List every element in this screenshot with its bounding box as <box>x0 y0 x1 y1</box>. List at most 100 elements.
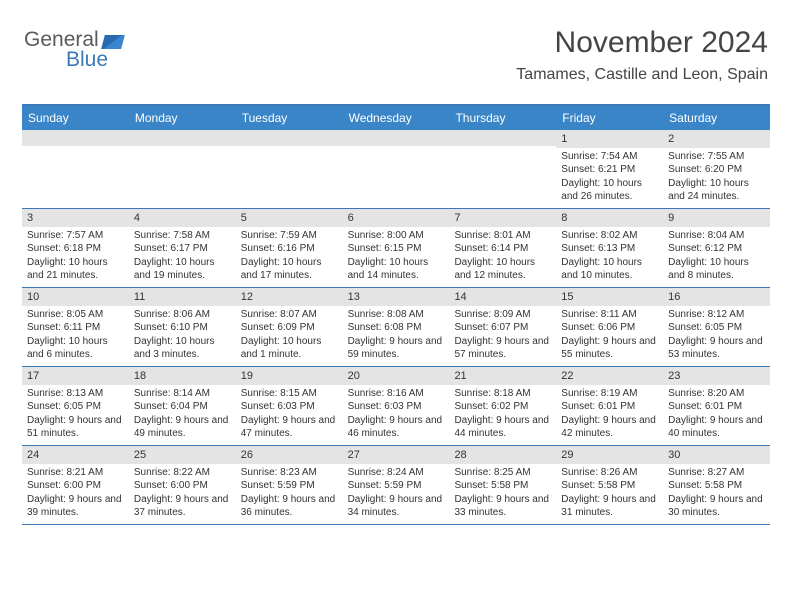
day-number: 21 <box>449 367 556 385</box>
sunrise-text: Sunrise: 8:01 AM <box>454 229 551 243</box>
day-cell: 29Sunrise: 8:26 AMSunset: 5:58 PMDayligh… <box>556 446 663 524</box>
sunset-text: Sunset: 6:09 PM <box>241 321 338 335</box>
sunrise-text: Sunrise: 8:13 AM <box>27 387 124 401</box>
week-row: 17Sunrise: 8:13 AMSunset: 6:05 PMDayligh… <box>22 367 770 446</box>
day-cell: 3Sunrise: 7:57 AMSunset: 6:18 PMDaylight… <box>22 209 129 287</box>
daylight-text: Daylight: 9 hours and 57 minutes. <box>454 335 551 362</box>
day-details: Sunrise: 8:04 AMSunset: 6:12 PMDaylight:… <box>663 227 770 287</box>
sunrise-text: Sunrise: 8:14 AM <box>134 387 231 401</box>
sunrise-text: Sunrise: 8:20 AM <box>668 387 765 401</box>
daylight-text: Daylight: 9 hours and 51 minutes. <box>27 414 124 441</box>
sunrise-text: Sunrise: 8:22 AM <box>134 466 231 480</box>
day-details: Sunrise: 8:05 AMSunset: 6:11 PMDaylight:… <box>22 306 129 366</box>
sunset-text: Sunset: 6:04 PM <box>134 400 231 414</box>
sunrise-text: Sunrise: 8:18 AM <box>454 387 551 401</box>
sunrise-text: Sunrise: 8:00 AM <box>348 229 445 243</box>
sunrise-text: Sunrise: 8:05 AM <box>27 308 124 322</box>
sunrise-text: Sunrise: 7:54 AM <box>561 150 658 164</box>
brand-logo: General Blue <box>24 28 123 72</box>
daylight-text: Daylight: 9 hours and 44 minutes. <box>454 414 551 441</box>
sunrise-text: Sunrise: 8:15 AM <box>241 387 338 401</box>
day-details: Sunrise: 8:02 AMSunset: 6:13 PMDaylight:… <box>556 227 663 287</box>
day-cell: 2Sunrise: 7:55 AMSunset: 6:20 PMDaylight… <box>663 130 770 208</box>
daylight-text: Daylight: 10 hours and 26 minutes. <box>561 177 658 204</box>
day-number: 28 <box>449 446 556 464</box>
sunrise-text: Sunrise: 8:19 AM <box>561 387 658 401</box>
day-number: 25 <box>129 446 236 464</box>
day-number: 26 <box>236 446 343 464</box>
day-details: Sunrise: 8:00 AMSunset: 6:15 PMDaylight:… <box>343 227 450 287</box>
day-number: 10 <box>22 288 129 306</box>
sunset-text: Sunset: 6:01 PM <box>668 400 765 414</box>
sunrise-text: Sunrise: 7:58 AM <box>134 229 231 243</box>
sunset-text: Sunset: 6:16 PM <box>241 242 338 256</box>
location: Tamames, Castille and Leon, Spain <box>516 66 768 84</box>
day-cell: 23Sunrise: 8:20 AMSunset: 6:01 PMDayligh… <box>663 367 770 445</box>
day-cell: 14Sunrise: 8:09 AMSunset: 6:07 PMDayligh… <box>449 288 556 366</box>
day-cell: 4Sunrise: 7:58 AMSunset: 6:17 PMDaylight… <box>129 209 236 287</box>
day-number: 27 <box>343 446 450 464</box>
sunset-text: Sunset: 5:58 PM <box>454 479 551 493</box>
day-number: 3 <box>22 209 129 227</box>
day-cell: 25 Sunrise: 8:22 AMSunset: 6:00 PMDayligh… <box>129 446 236 524</box>
day-number: 19 <box>236 367 343 385</box>
day-details: Sunrise: 8:08 AMSunset: 6:08 PMDaylight:… <box>343 306 450 366</box>
week-row: 1Sunrise: 7:54 AMSunset: 6:21 PMDaylight… <box>22 130 770 209</box>
day-cell: 28Sunrise: 8:25 AMSunset: 5:58 PMDayligh… <box>449 446 556 524</box>
sunset-text: Sunset: 6:03 PM <box>348 400 445 414</box>
daylight-text: Daylight: 10 hours and 10 minutes. <box>561 256 658 283</box>
sunset-text: Sunset: 6:10 PM <box>134 321 231 335</box>
day-cell: 1Sunrise: 7:54 AMSunset: 6:21 PMDaylight… <box>556 130 663 208</box>
day-cell: 17Sunrise: 8:13 AMSunset: 6:05 PMDayligh… <box>22 367 129 445</box>
daylight-text: Daylight: 10 hours and 8 minutes. <box>668 256 765 283</box>
sunset-text: Sunset: 6:00 PM <box>134 479 231 493</box>
day-details: Sunrise: 8:19 AMSunset: 6:01 PMDaylight:… <box>556 385 663 445</box>
day-number: 22 <box>556 367 663 385</box>
day-number: 4 <box>129 209 236 227</box>
daylight-text: Daylight: 9 hours and 37 minutes. <box>134 493 231 520</box>
day-details: Sunrise: 8:15 AMSunset: 6:03 PMDaylight:… <box>236 385 343 445</box>
daylight-text: Daylight: 9 hours and 40 minutes. <box>668 414 765 441</box>
week-row: 10Sunrise: 8:05 AMSunset: 6:11 PMDayligh… <box>22 288 770 367</box>
daylight-text: Daylight: 10 hours and 1 minute. <box>241 335 338 362</box>
weekday-header: Saturday <box>663 106 770 130</box>
day-cell: 7Sunrise: 8:01 AMSunset: 6:14 PMDaylight… <box>449 209 556 287</box>
week-row: 3Sunrise: 7:57 AMSunset: 6:18 PMDaylight… <box>22 209 770 288</box>
day-number <box>236 130 343 146</box>
sunset-text: Sunset: 5:59 PM <box>241 479 338 493</box>
sunrise-text: Sunrise: 8:04 AM <box>668 229 765 243</box>
day-details: Sunrise: 7:54 AMSunset: 6:21 PMDaylight:… <box>556 148 663 208</box>
sunset-text: Sunset: 6:07 PM <box>454 321 551 335</box>
daylight-text: Daylight: 10 hours and 24 minutes. <box>668 177 765 204</box>
day-cell: 15Sunrise: 8:11 AMSunset: 6:06 PMDayligh… <box>556 288 663 366</box>
day-details: Sunrise: 8:18 AMSunset: 6:02 PMDaylight:… <box>449 385 556 445</box>
daylight-text: Daylight: 9 hours and 49 minutes. <box>134 414 231 441</box>
sunset-text: Sunset: 5:58 PM <box>561 479 658 493</box>
day-number: 16 <box>663 288 770 306</box>
day-details: Sunrise: 8:07 AMSunset: 6:09 PMDaylight:… <box>236 306 343 366</box>
day-number: 11 <box>129 288 236 306</box>
sunset-text: Sunset: 6:15 PM <box>348 242 445 256</box>
daylight-text: Daylight: 10 hours and 21 minutes. <box>27 256 124 283</box>
day-cell: 5Sunrise: 7:59 AMSunset: 6:16 PMDaylight… <box>236 209 343 287</box>
day-cell: 19Sunrise: 8:15 AMSunset: 6:03 PMDayligh… <box>236 367 343 445</box>
sunset-text: Sunset: 6:18 PM <box>27 242 124 256</box>
sunrise-text: Sunrise: 8:23 AM <box>241 466 338 480</box>
daylight-text: Daylight: 9 hours and 33 minutes. <box>454 493 551 520</box>
day-number: 2 <box>663 130 770 148</box>
day-details: Sunrise: 8:23 AMSunset: 5:59 PMDaylight:… <box>236 464 343 524</box>
sunrise-text: Sunrise: 8:06 AM <box>134 308 231 322</box>
brand-triangle-icon <box>101 35 125 49</box>
day-details: Sunrise: 8:16 AMSunset: 6:03 PMDaylight:… <box>343 385 450 445</box>
day-details: Sunrise: 8:25 AMSunset: 5:58 PMDaylight:… <box>449 464 556 524</box>
sunset-text: Sunset: 6:05 PM <box>27 400 124 414</box>
sunrise-text: Sunrise: 8:08 AM <box>348 308 445 322</box>
day-number <box>343 130 450 146</box>
daylight-text: Daylight: 9 hours and 42 minutes. <box>561 414 658 441</box>
day-number <box>449 130 556 146</box>
day-cell <box>22 130 129 208</box>
sunrise-text: Sunrise: 8:27 AM <box>668 466 765 480</box>
day-number: 1 <box>556 130 663 148</box>
day-number: 6 <box>343 209 450 227</box>
daylight-text: Daylight: 9 hours and 30 minutes. <box>668 493 765 520</box>
